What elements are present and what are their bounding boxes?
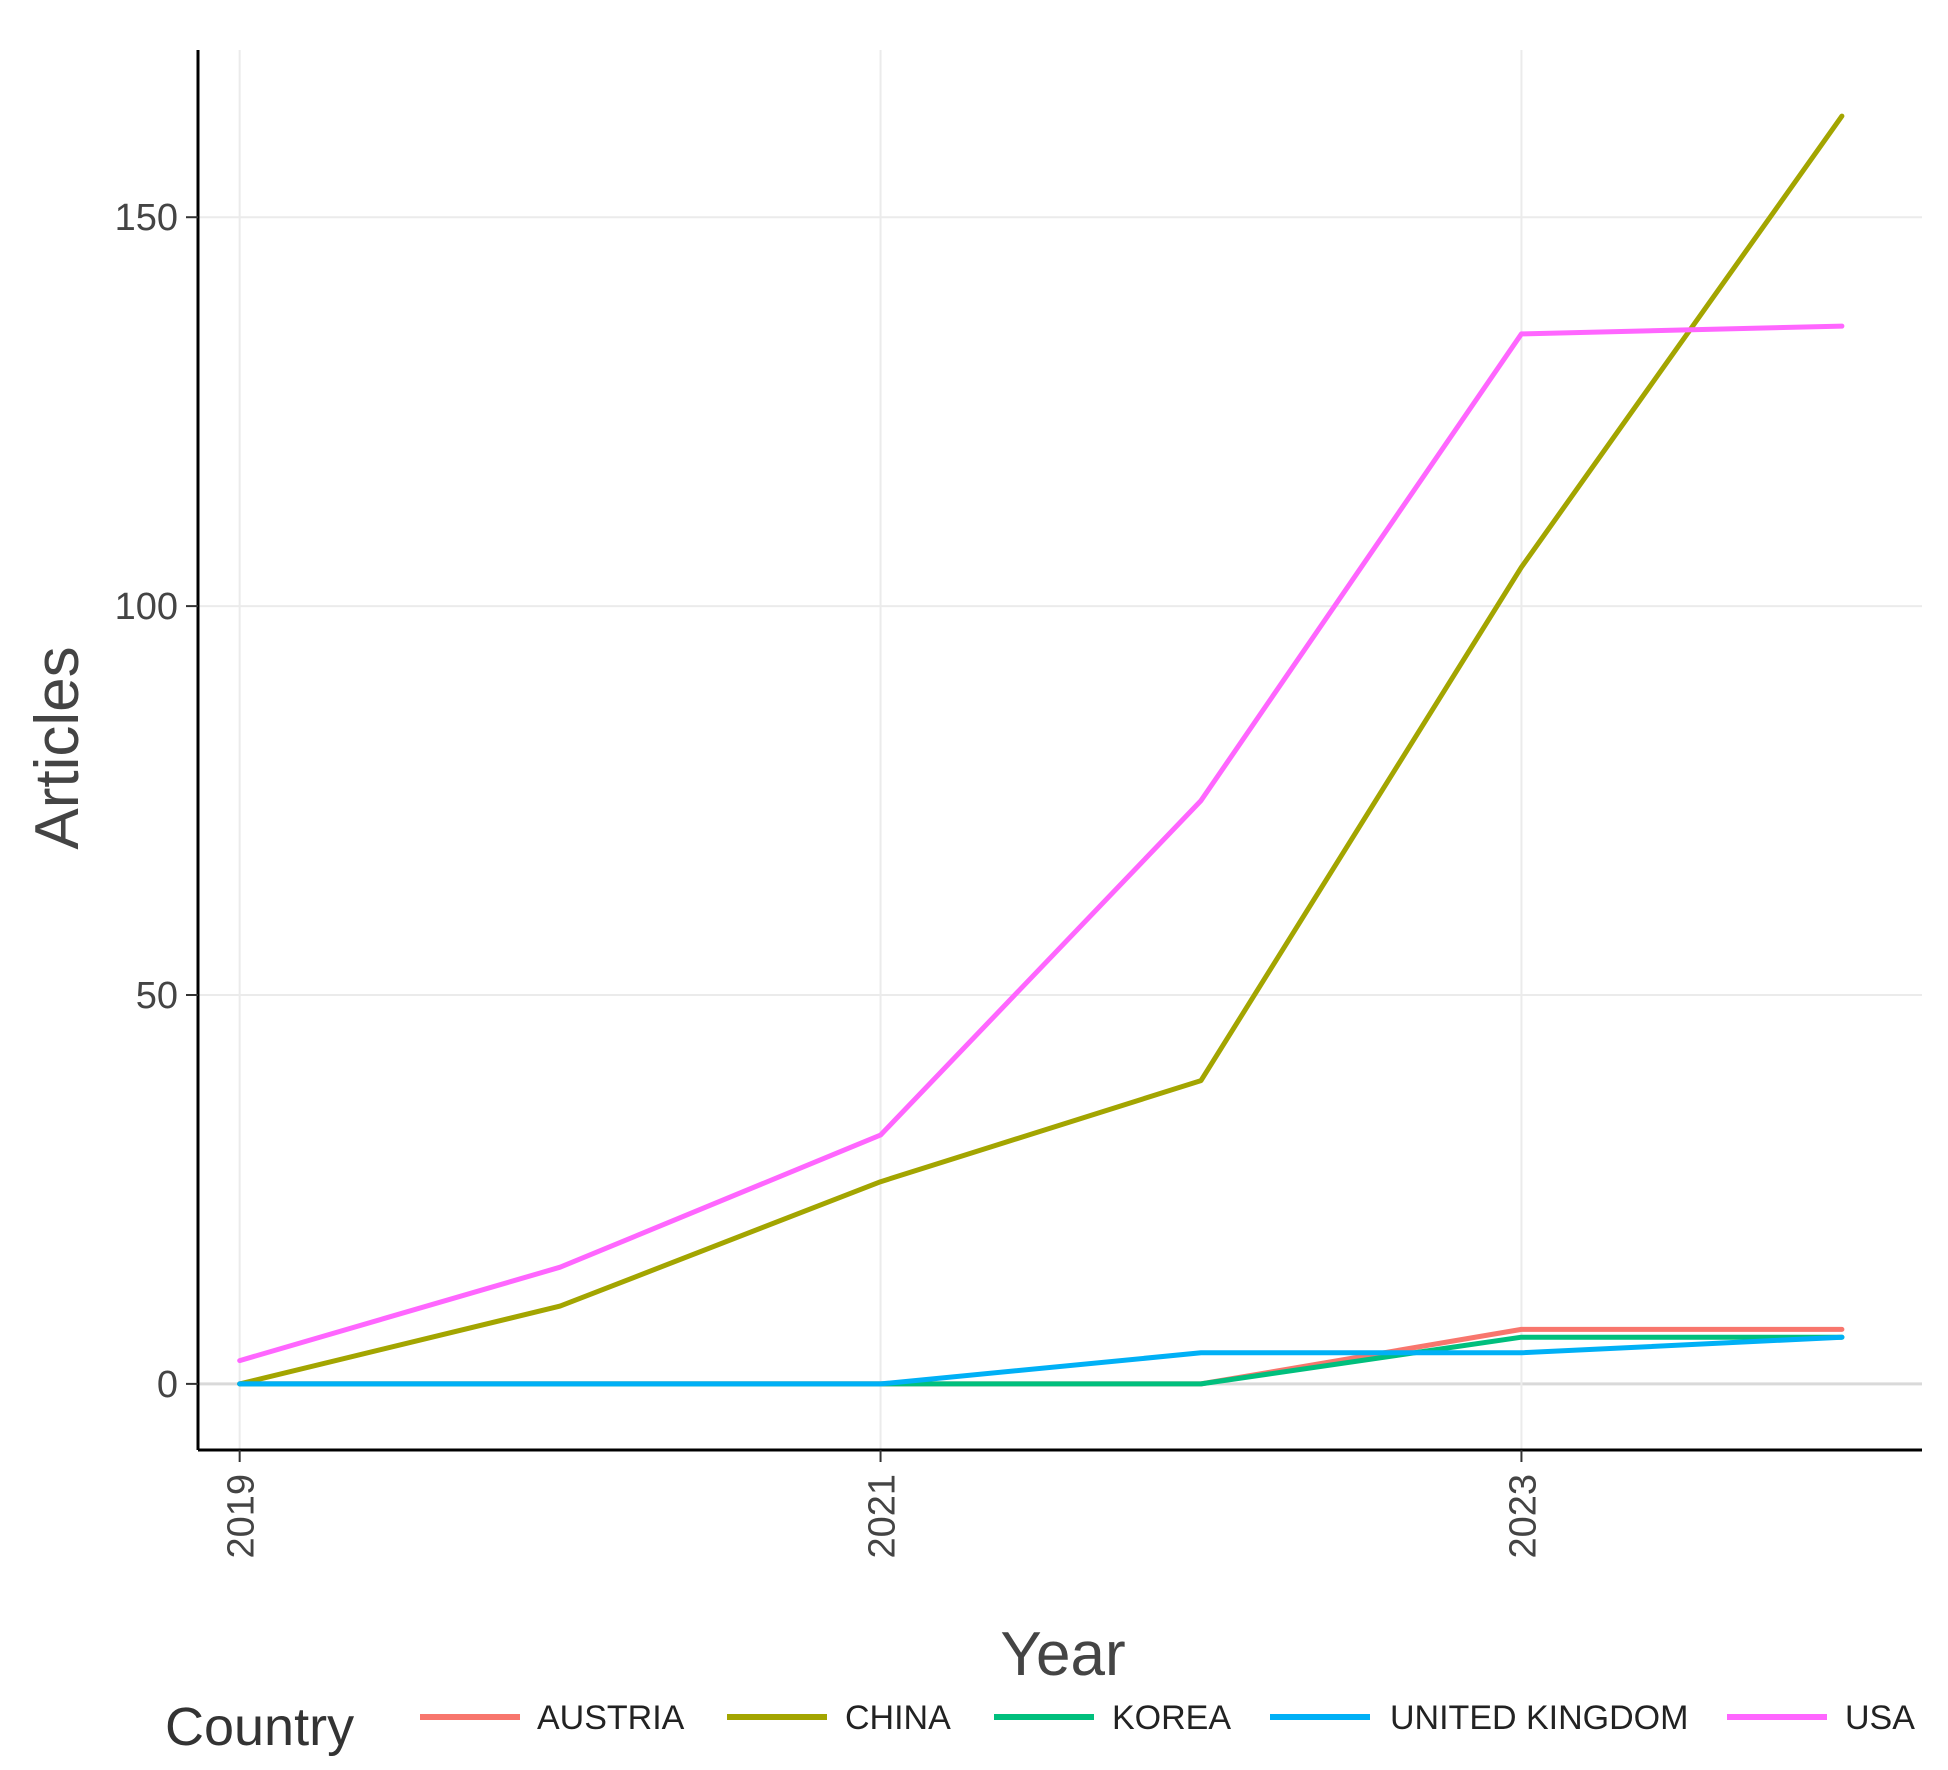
y-axis-title: Articles <box>23 646 92 849</box>
x-tick-label: 2023 <box>1502 1474 1544 1559</box>
legend-title: Country <box>165 1697 354 1757</box>
x-tick-label: 2019 <box>221 1474 263 1559</box>
legend: Country AUSTRIA CHINA KOREA UNITED KINGDOM U… <box>165 1697 1915 1757</box>
x-tick-label: 2021 <box>862 1474 904 1559</box>
x-axis-ticks: 2019 2021 2023 <box>221 1450 1544 1559</box>
legend-label-china: CHINA <box>845 1699 951 1737</box>
legend-label-austria: AUSTRIA <box>537 1699 685 1737</box>
y-axis-ticks: 0 50 100 150 <box>115 197 198 1406</box>
legend-label-united-kingdom: UNITED KINGDOM <box>1390 1699 1688 1737</box>
y-tick-label: 50 <box>136 975 178 1017</box>
grid <box>198 50 1922 1450</box>
y-tick-label: 150 <box>115 197 178 239</box>
y-tick-label: 0 <box>157 1364 178 1406</box>
legend-label-korea: KOREA <box>1112 1699 1231 1737</box>
axes <box>196 50 1922 1452</box>
series-line-korea <box>237 1334 1845 1387</box>
series-line-usa <box>237 323 1845 1364</box>
x-axis-title: Year <box>1000 1620 1125 1689</box>
y-tick-label: 100 <box>115 586 178 628</box>
series-lines <box>237 113 1845 1387</box>
series-line-united-kingdom <box>237 1334 1845 1387</box>
series-line-china <box>237 113 1845 1387</box>
legend-label-usa: USA <box>1845 1699 1915 1737</box>
